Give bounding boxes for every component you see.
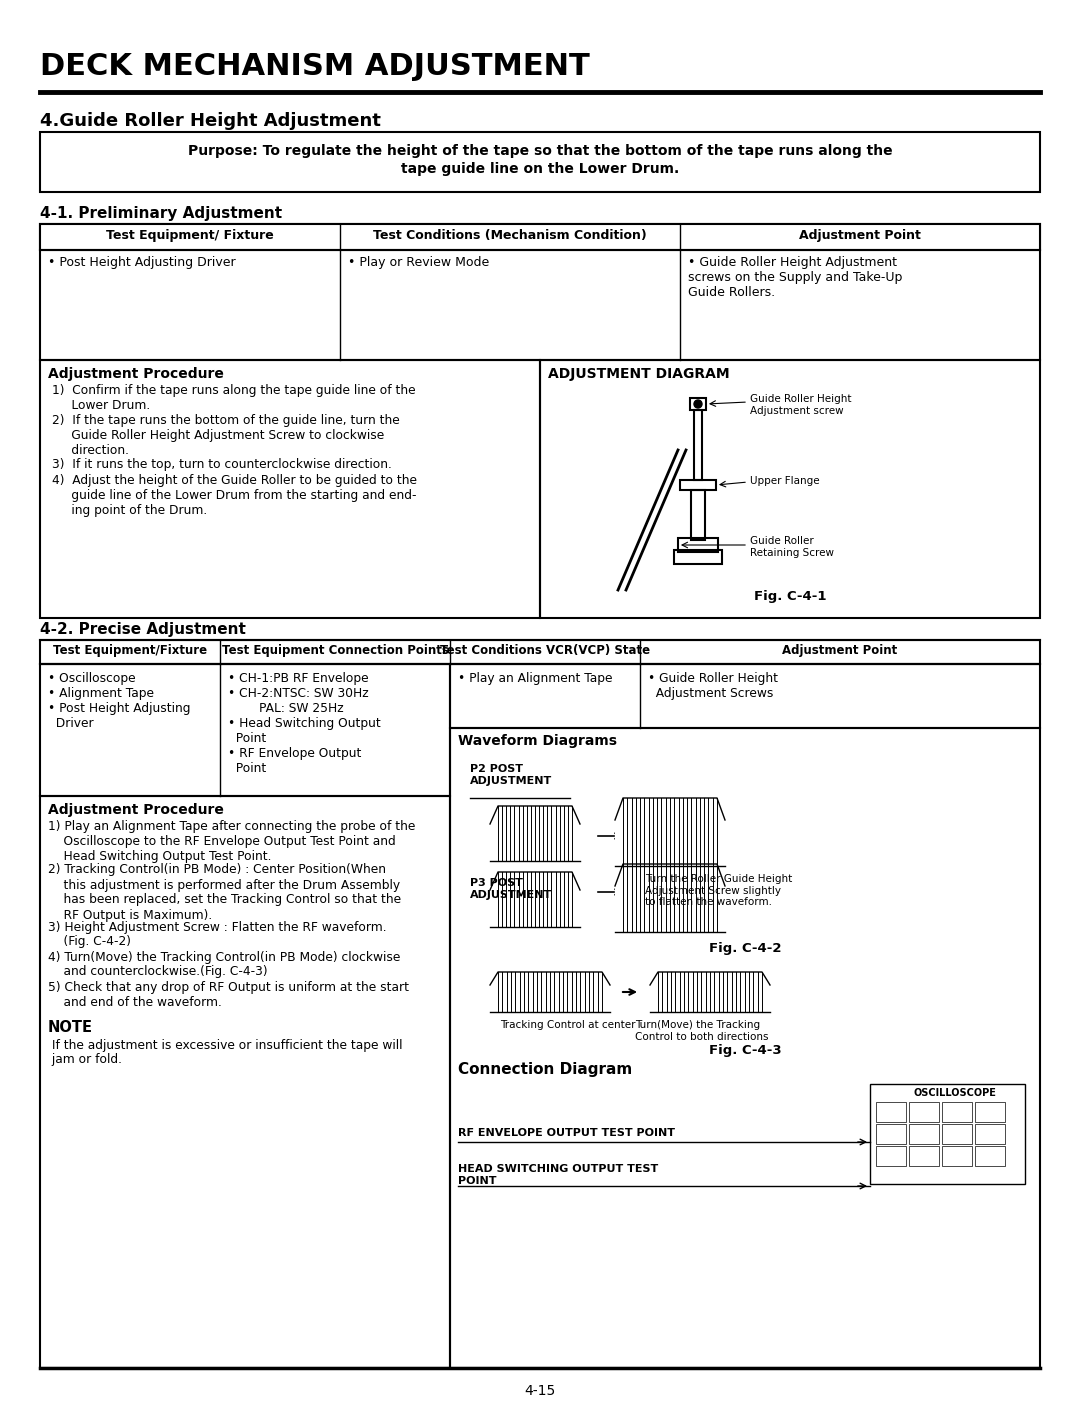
Text: 3)  If it runs the top, turn to counterclockwise direction.: 3) If it runs the top, turn to countercl…	[52, 458, 392, 471]
Text: 2) Tracking Control(in PB Mode) : Center Position(When
    this adjustment is pe: 2) Tracking Control(in PB Mode) : Center…	[48, 864, 401, 922]
Bar	[40, 223, 1040, 250]
Bar	[876, 1124, 906, 1144]
Text: DECK MECHANISM ADJUSTMENT: DECK MECHANISM ADJUSTMENT	[40, 52, 590, 81]
Text: Adjustment Point: Adjustment Point	[799, 229, 921, 242]
Bar	[40, 665, 450, 797]
Bar	[40, 641, 1040, 665]
Bar	[680, 481, 716, 490]
Text: 1)  Confirm if the tape runs along the tape guide line of the
     Lower Drum.: 1) Confirm if the tape runs along the ta…	[52, 384, 416, 412]
Text: 4.Guide Roller Height Adjustment: 4.Guide Roller Height Adjustment	[40, 112, 381, 131]
Bar	[694, 410, 702, 481]
Bar	[876, 1102, 906, 1123]
Bar	[690, 398, 706, 410]
Text: 3) Height Adjustment Screw : Flatten the RF waveform.
    (Fig. C-4-2): 3) Height Adjustment Screw : Flatten the…	[48, 920, 387, 948]
Bar	[40, 797, 450, 1368]
Text: OSCILLOSCOPE: OSCILLOSCOPE	[914, 1087, 997, 1097]
Text: HEAD SWITCHING OUTPUT TEST
POINT: HEAD SWITCHING OUTPUT TEST POINT	[458, 1163, 658, 1186]
Text: Guide Roller
Retaining Screw: Guide Roller Retaining Screw	[750, 535, 834, 558]
Bar	[450, 665, 1040, 728]
Text: 1) Play an Alignment Tape after connecting the probe of the
    Oscilloscope to : 1) Play an Alignment Tape after connecti…	[48, 821, 416, 863]
Text: Connection Diagram: Connection Diagram	[458, 1062, 632, 1078]
Text: Test Equipment/Fixture: Test Equipment/Fixture	[53, 643, 207, 658]
Text: If the adjustment is excessive or insufficient the tape will
 jam or fold.: If the adjustment is excessive or insuff…	[48, 1038, 403, 1066]
Text: NOTE: NOTE	[48, 1020, 93, 1035]
Bar	[540, 360, 1040, 618]
Bar	[876, 1146, 906, 1166]
Bar	[870, 1085, 1025, 1184]
Text: Upper Flange: Upper Flange	[750, 476, 820, 486]
Text: • Oscilloscope
• Alignment Tape
• Post Height Adjusting
  Driver: • Oscilloscope • Alignment Tape • Post H…	[48, 672, 190, 731]
Bar	[942, 1146, 972, 1166]
Text: P3 POST
ADJUSTMENT: P3 POST ADJUSTMENT	[470, 878, 552, 899]
Text: Test Equipment/ Fixture: Test Equipment/ Fixture	[106, 229, 274, 242]
Text: • Guide Roller Height Adjustment
screws on the Supply and Take-Up
Guide Rollers.: • Guide Roller Height Adjustment screws …	[688, 256, 903, 299]
Text: Guide Roller Height
Adjustment screw: Guide Roller Height Adjustment screw	[750, 393, 851, 416]
Circle shape	[694, 400, 702, 407]
Text: Fig. C-4-2: Fig. C-4-2	[708, 941, 781, 955]
Text: Purpose: To regulate the height of the tape so that the bottom of the tape runs : Purpose: To regulate the height of the t…	[188, 143, 892, 157]
Text: Adjustment Procedure: Adjustment Procedure	[48, 367, 224, 381]
Text: 4-1. Preliminary Adjustment: 4-1. Preliminary Adjustment	[40, 207, 282, 221]
Bar	[678, 538, 718, 552]
Text: Tracking Control at center: Tracking Control at center	[500, 1020, 635, 1030]
Text: Test Conditions (Mechanism Condition): Test Conditions (Mechanism Condition)	[373, 229, 647, 242]
Text: 5) Check that any drop of RF Output is uniform at the start
    and end of the w: 5) Check that any drop of RF Output is u…	[48, 981, 409, 1009]
Text: • Guide Roller Height
  Adjustment Screws: • Guide Roller Height Adjustment Screws	[648, 672, 778, 700]
Text: 4-2. Precise Adjustment: 4-2. Precise Adjustment	[40, 622, 246, 636]
Text: ADJUSTMENT DIAGRAM: ADJUSTMENT DIAGRAM	[548, 367, 730, 381]
Bar	[909, 1146, 939, 1166]
Text: • Post Height Adjusting Driver: • Post Height Adjusting Driver	[48, 256, 235, 268]
Bar	[975, 1102, 1005, 1123]
Bar	[909, 1124, 939, 1144]
Text: • CH-1:PB RF Envelope
• CH-2:NTSC: SW 30Hz
        PAL: SW 25Hz
• Head Switching: • CH-1:PB RF Envelope • CH-2:NTSC: SW 30…	[228, 672, 381, 776]
Text: RF ENVELOPE OUTPUT TEST POINT: RF ENVELOPE OUTPUT TEST POINT	[458, 1128, 675, 1138]
Bar	[691, 490, 705, 540]
Bar	[909, 1102, 939, 1123]
Text: 4) Turn(Move) the Tracking Control(in PB Mode) clockwise
    and counterclockwis: 4) Turn(Move) the Tracking Control(in PB…	[48, 951, 401, 978]
Text: Turn(Move) the Tracking
Control to both directions: Turn(Move) the Tracking Control to both …	[635, 1020, 769, 1041]
Text: Waveform Diagrams: Waveform Diagrams	[458, 733, 617, 747]
Text: Turn the Roller Guide Height
Adjustment Screw slightly
to flatten the waveform.: Turn the Roller Guide Height Adjustment …	[645, 874, 793, 908]
Bar	[674, 549, 723, 563]
Text: • Play or Review Mode: • Play or Review Mode	[348, 256, 489, 268]
Bar	[450, 728, 1040, 1368]
Text: 4)  Adjust the height of the Guide Roller to be guided to the
     guide line of: 4) Adjust the height of the Guide Roller…	[52, 473, 417, 517]
Text: 4-15: 4-15	[525, 1384, 555, 1398]
Text: P2 POST
ADJUSTMENT: P2 POST ADJUSTMENT	[470, 764, 552, 785]
Text: 2)  If the tape runs the bottom of the guide line, turn the
     Guide Roller He: 2) If the tape runs the bottom of the gu…	[52, 414, 400, 457]
Bar	[975, 1124, 1005, 1144]
Text: Test Equipment Connection Points: Test Equipment Connection Points	[221, 643, 448, 658]
Bar	[942, 1102, 972, 1123]
Bar	[40, 360, 540, 618]
Text: Adjustment Point: Adjustment Point	[782, 643, 897, 658]
Bar	[40, 132, 1040, 192]
Text: Fig. C-4-3: Fig. C-4-3	[708, 1044, 781, 1057]
Text: Fig. C-4-1: Fig. C-4-1	[754, 590, 826, 603]
Bar	[40, 223, 1040, 360]
Text: Adjustment Procedure: Adjustment Procedure	[48, 804, 224, 816]
Bar	[975, 1146, 1005, 1166]
Text: tape guide line on the Lower Drum.: tape guide line on the Lower Drum.	[401, 162, 679, 176]
Text: Test Conditions VCR(VCP) State: Test Conditions VCR(VCP) State	[440, 643, 650, 658]
Bar	[942, 1124, 972, 1144]
Text: • Play an Alignment Tape: • Play an Alignment Tape	[458, 672, 612, 686]
